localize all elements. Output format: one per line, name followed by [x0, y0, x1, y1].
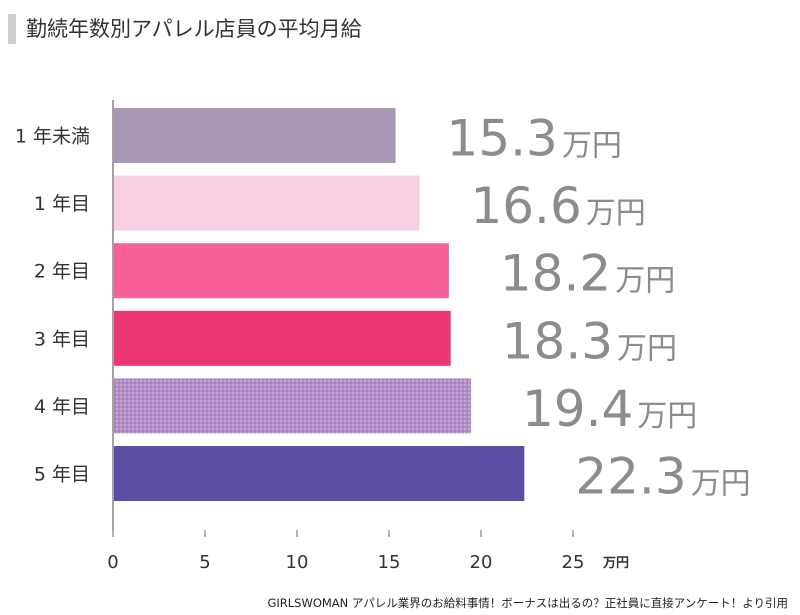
x-axis-label: 万円 [602, 556, 629, 571]
title-accent-bar [8, 14, 16, 44]
value-unit: 万円 [691, 467, 751, 502]
category-label: 5 年目 [34, 464, 90, 486]
x-tick-label: 10 [286, 552, 309, 573]
value-unit: 万円 [586, 196, 646, 231]
bar-3 [114, 243, 449, 299]
x-tick-label: 0 [107, 552, 118, 573]
category-label: 1 年目 [34, 193, 90, 215]
value-label: 18.3 万円 [502, 312, 677, 370]
category-label: 1 年未満 [15, 126, 90, 148]
value-number: 22.3 [575, 448, 686, 506]
value-number: 15.3 [447, 110, 558, 168]
bar-4 [114, 310, 451, 366]
value-unit: 万円 [617, 331, 677, 366]
x-tick-label: 25 [562, 552, 585, 573]
value-label: 18.2 万円 [500, 245, 675, 303]
bar-1 [114, 108, 396, 163]
value-unit: 万円 [637, 399, 697, 434]
value-label: 22.3 万円 [575, 448, 750, 506]
x-tick-label: 20 [470, 552, 493, 573]
value-number: 18.2 [500, 245, 611, 303]
bar-6 [114, 446, 525, 501]
bar-5 [114, 378, 471, 434]
source-note: GIRLSWOMAN アパレル業界のお給料事情！ボーナスは出るの？正社員に直接ア… [267, 596, 788, 610]
value-number: 16.6 [470, 177, 581, 235]
value-unit: 万円 [562, 129, 622, 164]
value-number: 18.3 [502, 312, 613, 370]
value-number: 19.4 [522, 380, 633, 438]
category-label: 3 年目 [34, 328, 90, 350]
value-unit: 万円 [615, 264, 675, 299]
x-tick-label: 5 [199, 552, 210, 573]
category-label: 4 年目 [34, 396, 90, 418]
value-label: 15.3 万円 [447, 110, 622, 168]
bar-2 [114, 175, 420, 231]
value-label: 19.4 万円 [522, 380, 697, 438]
category-label: 2 年目 [34, 261, 90, 283]
x-tick-label: 15 [378, 552, 401, 573]
page-title: 勤続年数別アパレル店員の平均月給 [26, 17, 362, 41]
value-label: 16.6 万円 [470, 177, 645, 235]
